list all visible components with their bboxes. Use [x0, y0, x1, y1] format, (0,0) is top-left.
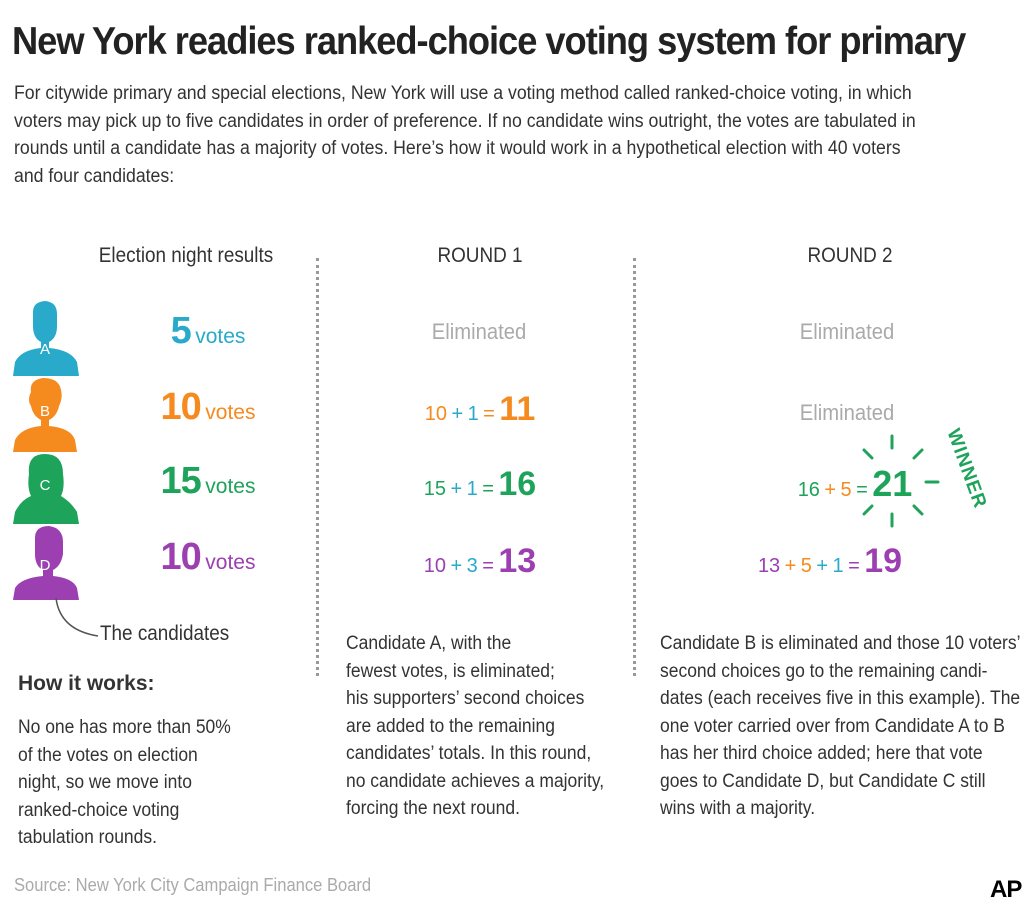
round2-text-line: has her third choice added; here that vo… — [660, 743, 983, 764]
how-it-works-line: No one has more than 50% — [18, 717, 231, 738]
round1-b-total: 11 — [499, 390, 536, 428]
round1-d-a: 10 — [423, 555, 447, 577]
ap-logo: AP — [990, 876, 1022, 903]
votes-b: 10 votes — [88, 386, 328, 429]
round1-b-a: 10 — [424, 403, 447, 425]
how-it-works-text: No one has more than 50% of the votes on… — [18, 714, 257, 852]
round1-d-eq: = — [482, 555, 494, 577]
round1-text-line: his supporters’ second choices — [346, 688, 585, 709]
votes-c: 15 votes — [88, 460, 328, 503]
divider-right — [633, 258, 636, 676]
how-it-works-line: night, so we move into — [18, 772, 192, 793]
round1-text-line: forcing the next round. — [346, 798, 520, 819]
winner-burst-icon — [862, 434, 940, 528]
winner-label-wrap: WINNER — [942, 426, 990, 520]
round1-text-line: are added to the remaining — [346, 715, 555, 737]
votes-b-number: 10 — [160, 386, 202, 428]
round1-text-line: Candidate A, with the — [346, 633, 512, 654]
how-it-works-line: tabulation rounds. — [18, 827, 157, 848]
round1-c-plus: + — [450, 478, 463, 500]
source-note: Source: New York City Campaign Finance B… — [14, 875, 372, 895]
round2-d-calc: 13 + 5 + 1 = 19 — [740, 542, 920, 581]
round1-text-line: fewest votes, is eliminated; — [346, 660, 555, 682]
round2-d-plus2: + — [816, 555, 829, 577]
round2-d-total: 19 — [864, 542, 903, 580]
votes-a: 5 votes — [88, 310, 328, 353]
round2-c-eq: = — [856, 479, 868, 501]
round1-text-line: candidates’ totals. In this round, — [346, 743, 592, 764]
votes-c-label: votes — [205, 475, 256, 498]
candidate-a-avatar: A — [13, 301, 79, 376]
svg-text:A: A — [40, 341, 50, 358]
svg-text:D: D — [40, 557, 51, 574]
round2-d-eq: = — [848, 555, 860, 577]
how-it-works-heading: How it works: — [18, 672, 155, 695]
round2-d-c: 1 — [832, 555, 844, 577]
round2-b-eliminated: Eliminated — [799, 400, 895, 425]
round2-text-line: Candidate B is eliminated and those 10 v… — [660, 633, 1021, 654]
round1-d-plus: + — [450, 555, 463, 577]
round1-d-total: 13 — [498, 542, 537, 580]
round2-a-eliminated: Eliminated — [799, 319, 895, 344]
how-it-works-line: of the votes on election — [18, 744, 198, 766]
round1-heading: ROUND 1 — [437, 244, 523, 267]
round2-c-plus: + — [824, 479, 837, 501]
round2-c-b: 5 — [840, 479, 852, 501]
votes-c-number: 15 — [160, 460, 202, 502]
votes-d: 10 votes — [88, 536, 328, 579]
votes-a-label: votes — [195, 325, 246, 348]
votes-b-label: votes — [205, 401, 256, 424]
how-it-works-line: ranked-choice voting — [18, 799, 180, 821]
votes-a-number: 5 — [170, 310, 192, 352]
round1-b-plus: + — [451, 403, 464, 425]
round1-c-total: 16 — [498, 465, 537, 503]
round1-d-calc: 10 + 3 = 13 — [380, 542, 580, 581]
page-title: New York readies ranked-choice voting sy… — [12, 20, 966, 63]
candidate-d-avatar: D — [13, 526, 79, 600]
svg-text:B: B — [40, 403, 50, 420]
round1-d-b: 3 — [466, 555, 478, 577]
round2-c-calc: 16 + 5 = 21 — [780, 463, 930, 505]
round2-c-total: 21 — [872, 463, 913, 504]
candidate-c-avatar: C — [13, 454, 79, 524]
round1-explanation: Candidate A, with the fewest votes, is e… — [346, 630, 613, 823]
round2-heading: ROUND 2 — [807, 244, 893, 267]
candidate-b-avatar: B — [13, 378, 77, 452]
votes-d-label: votes — [205, 551, 256, 574]
divider-left — [316, 258, 319, 676]
round1-c-a: 15 — [423, 478, 447, 500]
round1-b-calc: 10 + 1 = 11 — [380, 390, 580, 429]
round2-text-line: goes to Candidate D, but Candidate C sti… — [660, 770, 986, 792]
votes-d-number: 10 — [160, 536, 202, 578]
round2-text-line: second choices go to the remaining candi… — [660, 660, 988, 682]
svg-text:C: C — [40, 477, 51, 494]
round2-d-plus1: + — [784, 555, 797, 577]
candidates-label: The candidates — [100, 622, 230, 645]
round1-a-eliminated: Eliminated — [431, 319, 527, 344]
round2-explanation: Candidate B is eliminated and those 10 v… — [660, 630, 1021, 823]
round1-c-calc: 15 + 1 = 16 — [380, 465, 580, 504]
round1-c-b: 1 — [466, 478, 478, 500]
election-night-heading: Election night results — [98, 244, 274, 267]
round1-c-eq: = — [482, 478, 494, 500]
round2-d-b: 5 — [800, 555, 812, 577]
round2-text-line: dates (each receives five in this exampl… — [660, 688, 1021, 709]
round1-b-b: 1 — [467, 403, 479, 425]
round1-text-line: no candidate achieves a majority, — [346, 770, 605, 792]
round2-d-a: 13 — [757, 555, 781, 577]
round2-text-line: one voter carried over from Candidate A … — [660, 715, 1005, 737]
candidates-pointer-line — [55, 597, 99, 637]
round2-c-a: 16 — [797, 479, 820, 501]
intro-text: For citywide primary and special electio… — [14, 83, 916, 187]
round2-text-line: wins with a majority. — [660, 798, 816, 819]
round1-b-eq: = — [483, 403, 495, 425]
